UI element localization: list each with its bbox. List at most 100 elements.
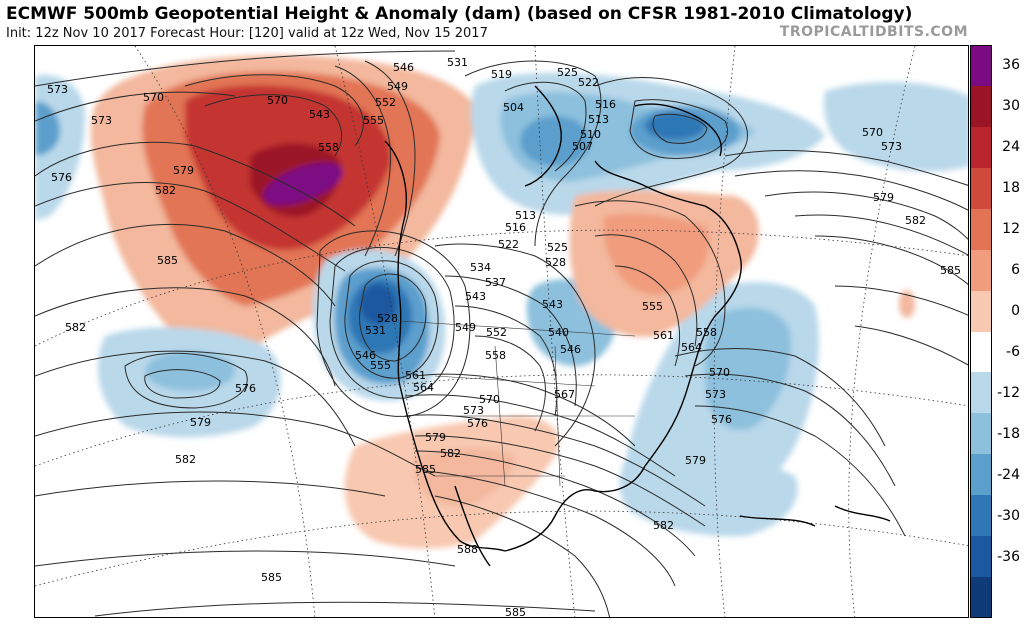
height-label: 510 (580, 128, 601, 141)
height-label: 552 (486, 326, 507, 339)
colorbar-swatch (970, 454, 992, 496)
colorbar-swatch (970, 126, 992, 169)
colorbar-label: 30 (1002, 98, 1020, 115)
colorbar-swatch (970, 413, 992, 455)
height-label: 555 (363, 114, 384, 127)
height-label: 579 (173, 164, 194, 177)
height-label: 570 (479, 393, 500, 406)
height-label: 555 (642, 300, 663, 313)
height-label: 543 (309, 108, 330, 121)
anomaly-shading (35, 55, 968, 549)
height-label: 582 (905, 214, 926, 227)
colorbar-label: -36 (997, 548, 1020, 565)
height-label: 519 (491, 68, 512, 81)
height-label: 582 (155, 184, 176, 197)
height-label: 579 (190, 416, 211, 429)
colorbar-label: 18 (1002, 180, 1020, 197)
height-label: 540 (548, 326, 569, 339)
colorbar-label: 36 (1002, 57, 1020, 74)
height-label: 588 (457, 543, 478, 556)
height-label: 555 (370, 359, 391, 372)
height-label: 579 (425, 431, 446, 444)
height-label: 558 (485, 349, 506, 362)
height-label: 534 (470, 261, 491, 274)
height-label: 513 (515, 209, 536, 222)
height-label: 561 (405, 369, 426, 382)
colorbar-swatch (970, 495, 992, 537)
colorbar-swatch (970, 167, 992, 210)
colorbar-swatch (970, 372, 992, 414)
map-svg: 573 570 573 576 579 582 570 543 546 549 … (35, 46, 968, 618)
graticule (35, 46, 968, 617)
height-label: 570 (709, 366, 730, 379)
height-label: 564 (413, 381, 434, 394)
height-label: 585 (505, 606, 526, 618)
map-panel: 573 570 573 576 579 582 570 543 546 549 … (34, 45, 969, 618)
height-label: 582 (440, 447, 461, 460)
colorbar-label: -18 (997, 425, 1020, 442)
height-label: 546 (355, 349, 376, 362)
height-label: 552 (375, 96, 396, 109)
height-label: 525 (557, 66, 578, 79)
height-label: 531 (365, 324, 386, 337)
height-label: 585 (157, 254, 178, 267)
height-label: 516 (505, 221, 526, 234)
anomaly-colorbar: 36 30 24 18 12 6 0 -6 -12 -18 -24 -30 -36 (970, 45, 1024, 619)
height-label: 585 (261, 571, 282, 584)
colorbar-frame (970, 45, 992, 618)
colorbar-label: -6 (1006, 343, 1020, 360)
height-label: 573 (47, 83, 68, 96)
height-label: 516 (595, 98, 616, 111)
height-label: 579 (685, 454, 706, 467)
height-label: 573 (463, 404, 484, 417)
height-labels: 573 570 573 576 579 582 570 543 546 549 … (47, 56, 961, 618)
colorbar-swatch (970, 536, 992, 578)
height-label: 543 (542, 298, 563, 311)
height-label: 585 (415, 463, 436, 476)
colorbar-label: 12 (1002, 221, 1020, 238)
height-label: 513 (588, 113, 609, 126)
height-label: 570 (267, 94, 288, 107)
colorbar-label: -24 (997, 466, 1020, 483)
height-label: 570 (143, 91, 164, 104)
height-label: 549 (387, 80, 408, 93)
height-label: 582 (653, 519, 674, 532)
height-label: 576 (467, 417, 488, 430)
colorbar-label: 6 (1011, 262, 1020, 279)
colorbar-label: 0 (1011, 303, 1020, 320)
height-label: 573 (705, 388, 726, 401)
height-label: 576 (51, 171, 72, 184)
colorbar-swatch (970, 331, 992, 373)
height-label: 582 (65, 321, 86, 334)
colorbar-swatch (970, 290, 992, 332)
height-label: 531 (447, 56, 468, 69)
colorbar-swatch (970, 249, 992, 292)
colorbar-swatch (970, 577, 992, 619)
height-label: 558 (696, 326, 717, 339)
colorbar-label: 24 (1002, 139, 1020, 156)
height-label: 546 (560, 343, 581, 356)
height-label: 522 (578, 76, 599, 89)
height-label: 585 (940, 264, 961, 277)
height-label: 582 (175, 453, 196, 466)
height-label: 576 (235, 382, 256, 395)
height-label: 522 (498, 238, 519, 251)
colorbar-swatch (970, 45, 992, 87)
height-label: 528 (545, 256, 566, 269)
height-label: 528 (377, 312, 398, 325)
height-label: 579 (873, 191, 894, 204)
coastlines (384, 85, 891, 567)
colorbar-label: -12 (997, 384, 1020, 401)
colorbar-label: -30 (997, 507, 1020, 524)
colorbar-swatch (970, 208, 992, 251)
brand-watermark[interactable]: TROPICALTIDBITS.COM (779, 24, 968, 40)
colorbar-swatch (970, 85, 992, 128)
height-label: 576 (711, 413, 732, 426)
chart-title: ECMWF 500mb Geopotential Height & Anomal… (6, 4, 913, 24)
height-label: 537 (485, 276, 506, 289)
height-label: 567 (554, 388, 575, 401)
height-label: 570 (862, 126, 883, 139)
chart-subtitle: Init: 12z Nov 10 2017 Forecast Hour: [12… (6, 26, 488, 41)
height-label: 573 (91, 114, 112, 127)
height-label: 558 (318, 141, 339, 154)
